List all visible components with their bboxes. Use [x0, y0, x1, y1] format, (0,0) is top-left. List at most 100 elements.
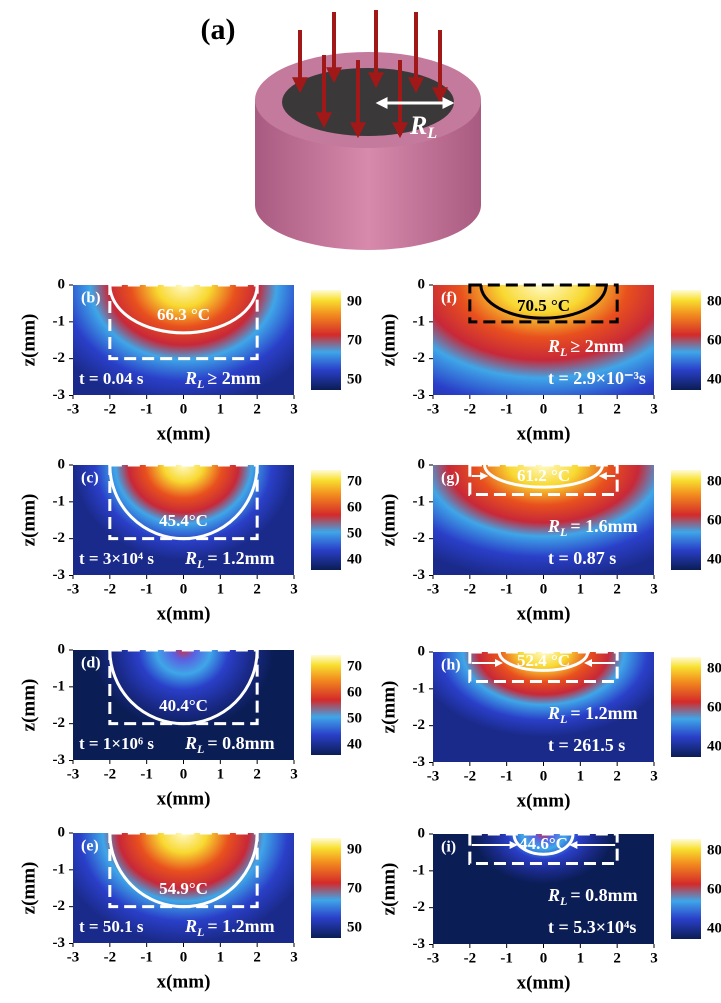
radius-subscript: L [559, 894, 567, 908]
z-tick-label: -3 [413, 567, 426, 583]
colorbar-tick-label: 50 [347, 919, 362, 935]
x-axis-label: x(mm) [517, 603, 571, 624]
z-tick-label: 0 [418, 825, 426, 841]
radius-subscript: L [559, 712, 567, 726]
time-label: t = 2.9×10⁻³s [548, 368, 646, 388]
z-tick-label: -1 [413, 313, 426, 329]
x-tick-label: 3 [290, 766, 298, 782]
x-axis-label: x(mm) [157, 423, 211, 444]
x-tick-label: 1 [577, 581, 585, 597]
x-tick-label: 0 [180, 766, 188, 782]
radius-subscript: L [196, 925, 204, 939]
radius-value: = 1.2mm [570, 703, 637, 723]
radius-label: RL≥ 2mm [547, 336, 624, 359]
colorbar-tick-label: 90 [347, 293, 362, 309]
time-label: t = 5.3×10⁴s [548, 917, 636, 937]
radius-value: = 0.8mm [207, 733, 274, 753]
panel-label: (b) [81, 290, 101, 307]
x-tick-label: 3 [650, 401, 658, 417]
z-tick-label: 0 [58, 276, 66, 292]
z-axis-label: z(mm) [378, 314, 399, 367]
z-tick-label: -2 [53, 350, 66, 366]
x-tick-label: 2 [613, 768, 621, 784]
colorbar-tick-label: 90 [347, 841, 362, 857]
temperature-label: 66.3 °C [157, 305, 210, 324]
panel-label: (e) [81, 838, 99, 855]
colorbar-tick-label: 40 [707, 551, 721, 567]
x-tick-label: -2 [464, 768, 477, 784]
x-tick-label: -3 [427, 401, 440, 417]
temperature-label: 45.4°C [159, 511, 208, 530]
x-tick-label: -3 [67, 949, 80, 965]
colorbar-tick-label: 60 [707, 332, 721, 348]
x-tick-label: -1 [140, 949, 153, 965]
z-tick-label: -2 [413, 899, 426, 915]
z-tick-label: 0 [58, 456, 66, 472]
x-tick-label: -3 [427, 581, 440, 597]
z-tick-label: -3 [413, 754, 426, 770]
x-tick-label: -3 [67, 401, 80, 417]
panel-label: (h) [441, 657, 461, 674]
z-tick-label: -2 [413, 717, 426, 733]
x-tick-label: -3 [67, 766, 80, 782]
z-tick-label: -3 [413, 387, 426, 403]
x-tick-label: -2 [464, 950, 477, 966]
colorbar-tick-label: 40 [347, 736, 362, 752]
colorbar-tick-label: 60 [707, 512, 721, 528]
z-tick-label: -1 [53, 313, 66, 329]
radius-subscript: L [196, 557, 204, 571]
radius-value: = 1.6mm [570, 516, 637, 536]
radius-value: = 1.2mm [207, 916, 274, 936]
temperature-label: 70.5 °C [517, 296, 570, 315]
x-tick-label: 2 [253, 581, 261, 597]
radius-value: = 1.2mm [207, 548, 274, 568]
z-tick-label: -3 [53, 935, 66, 951]
x-tick-label: 0 [540, 401, 548, 417]
z-tick-label: -2 [53, 530, 66, 546]
colorbar-tick-label: 60 [707, 881, 721, 897]
time-label: t = 261.5 s [548, 735, 625, 755]
z-tick-label: -2 [413, 530, 426, 546]
colorbar [311, 290, 341, 390]
radius-value: ≥ 2mm [570, 336, 623, 356]
colorbar-tick-label: 70 [347, 880, 362, 896]
temperature-label: 61.2 °C [517, 466, 570, 485]
x-tick-label: -1 [140, 401, 153, 417]
x-tick-label: -1 [500, 950, 513, 966]
time-label: t = 1×10⁶ s [79, 734, 154, 753]
x-tick-label: -1 [140, 766, 153, 782]
radius-subscript: L [559, 345, 567, 359]
radius-symbol: R [547, 703, 560, 723]
z-axis-label: z(mm) [18, 494, 39, 547]
x-tick-label: 0 [540, 768, 548, 784]
z-tick-label: -1 [53, 861, 66, 877]
z-tick-label: -3 [53, 387, 66, 403]
x-tick-label: -2 [104, 766, 117, 782]
radius-value: = 0.8mm [570, 885, 637, 905]
x-tick-label: -2 [464, 581, 477, 597]
x-tick-label: -1 [500, 401, 513, 417]
colorbar [671, 470, 701, 570]
radius-symbol: R [184, 916, 197, 936]
z-tick-label: -2 [53, 898, 66, 914]
x-tick-label: 1 [577, 401, 585, 417]
x-axis-label: x(mm) [157, 971, 211, 992]
x-tick-label: -1 [500, 581, 513, 597]
z-tick-label: -2 [53, 715, 66, 731]
colorbar [311, 838, 341, 938]
x-tick-label: -2 [104, 949, 117, 965]
radius-symbol: R [547, 516, 560, 536]
x-tick-label: 3 [290, 581, 298, 597]
z-tick-label: -1 [53, 493, 66, 509]
time-label: t = 0.04 s [79, 369, 144, 388]
colorbar [311, 655, 341, 755]
colorbar-tick-label: 50 [347, 371, 362, 387]
z-tick-label: -1 [413, 862, 426, 878]
panel-label: (a) [201, 13, 236, 46]
x-tick-label: -3 [427, 950, 440, 966]
colorbar-tick-label: 50 [347, 710, 362, 726]
temperature-label: 44.6°C [519, 834, 568, 853]
temperature-label: 40.4°C [159, 696, 208, 715]
colorbar [671, 839, 701, 939]
x-axis-label: x(mm) [517, 972, 571, 993]
